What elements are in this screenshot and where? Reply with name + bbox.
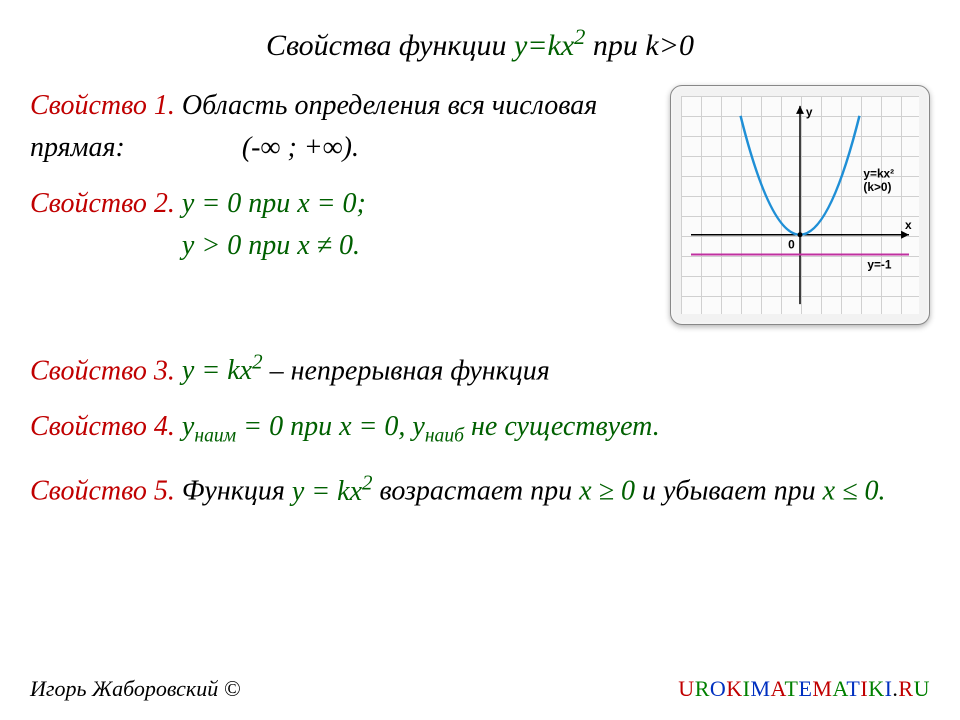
y-axis-arrow (796, 106, 804, 114)
property-3-tail: – непрерывная функция (263, 355, 550, 386)
x-axis-arrow (901, 231, 909, 239)
property-5-t3: и убывает при (635, 476, 823, 507)
footer: Игорь Жаборовский © UROKIMATEMATIKI.RU (30, 676, 930, 702)
x-axis-label: x (905, 218, 912, 232)
property-5-name: Свойство 5. (30, 476, 175, 507)
property-5-g1: x ≥ 0 (579, 476, 635, 507)
property-5-g2: x ≤ 0. (823, 476, 886, 507)
y-axis-label: y (806, 105, 813, 119)
author-credit: Игорь Жаборовский © (30, 676, 240, 702)
page-title: Свойства функции y=kx2 при k>0 (30, 24, 930, 63)
property-1: Свойство 1. Область определения вся числ… (30, 85, 650, 169)
property-5: Свойство 5. Функция y = kx2 возрастает п… (30, 465, 930, 515)
content-row: Свойство 1. Область определения вся числ… (30, 85, 930, 325)
chart: y x 0 y=kx² (k>0) y=-1 (670, 85, 930, 325)
property-1-interval: (-∞ ; +∞). (132, 132, 359, 163)
title-function: y=kx2 (514, 29, 585, 62)
property-2-line1: y = 0 при x = 0; (175, 188, 366, 219)
property-2-line2: y > 0 при x ≠ 0. (182, 230, 360, 261)
property-4: Свойство 4. yнаим = 0 при x = 0, yнаиб н… (30, 406, 930, 451)
text-column: Свойство 1. Область определения вся числ… (30, 85, 650, 281)
origin-dot (798, 232, 803, 237)
page: Свойства функции y=kx2 при k>0 Свойство … (0, 0, 960, 720)
chart-inner: y x 0 y=kx² (k>0) y=-1 (681, 96, 919, 314)
property-3-expr: y = kx2 (175, 355, 263, 386)
property-5-t2: возрастает при (373, 476, 580, 507)
property-3: Свойство 3. y = kx2 – непрерывная функци… (30, 347, 930, 392)
title-prefix: Свойства функции (266, 29, 514, 62)
chart-svg: y x 0 y=kx² (k>0) y=-1 (681, 96, 919, 314)
lower-properties: Свойство 3. y = kx2 – непрерывная функци… (30, 347, 930, 515)
property-4-body: yнаим = 0 при x = 0, yнаиб не существует… (175, 411, 660, 442)
property-5-t1: Функция (175, 476, 292, 507)
hline-label: y=-1 (867, 257, 891, 271)
site-link[interactable]: UROKIMATEMATIKI.RU (678, 676, 930, 702)
title-condition: при k>0 (585, 29, 694, 62)
curve-label-2: (k>0) (863, 180, 891, 194)
origin-label: 0 (788, 238, 795, 252)
property-2-name: Свойство 2. (30, 188, 175, 219)
property-5-expr: y = kx2 (292, 476, 373, 507)
property-4-name: Свойство 4. (30, 411, 175, 442)
curve-label-1: y=kx² (863, 166, 894, 180)
property-1-name: Свойство 1. (30, 90, 175, 121)
property-2: Свойство 2. y = 0 при x = 0; Свойство 2.… (30, 183, 650, 267)
property-3-name: Свойство 3. (30, 355, 175, 386)
